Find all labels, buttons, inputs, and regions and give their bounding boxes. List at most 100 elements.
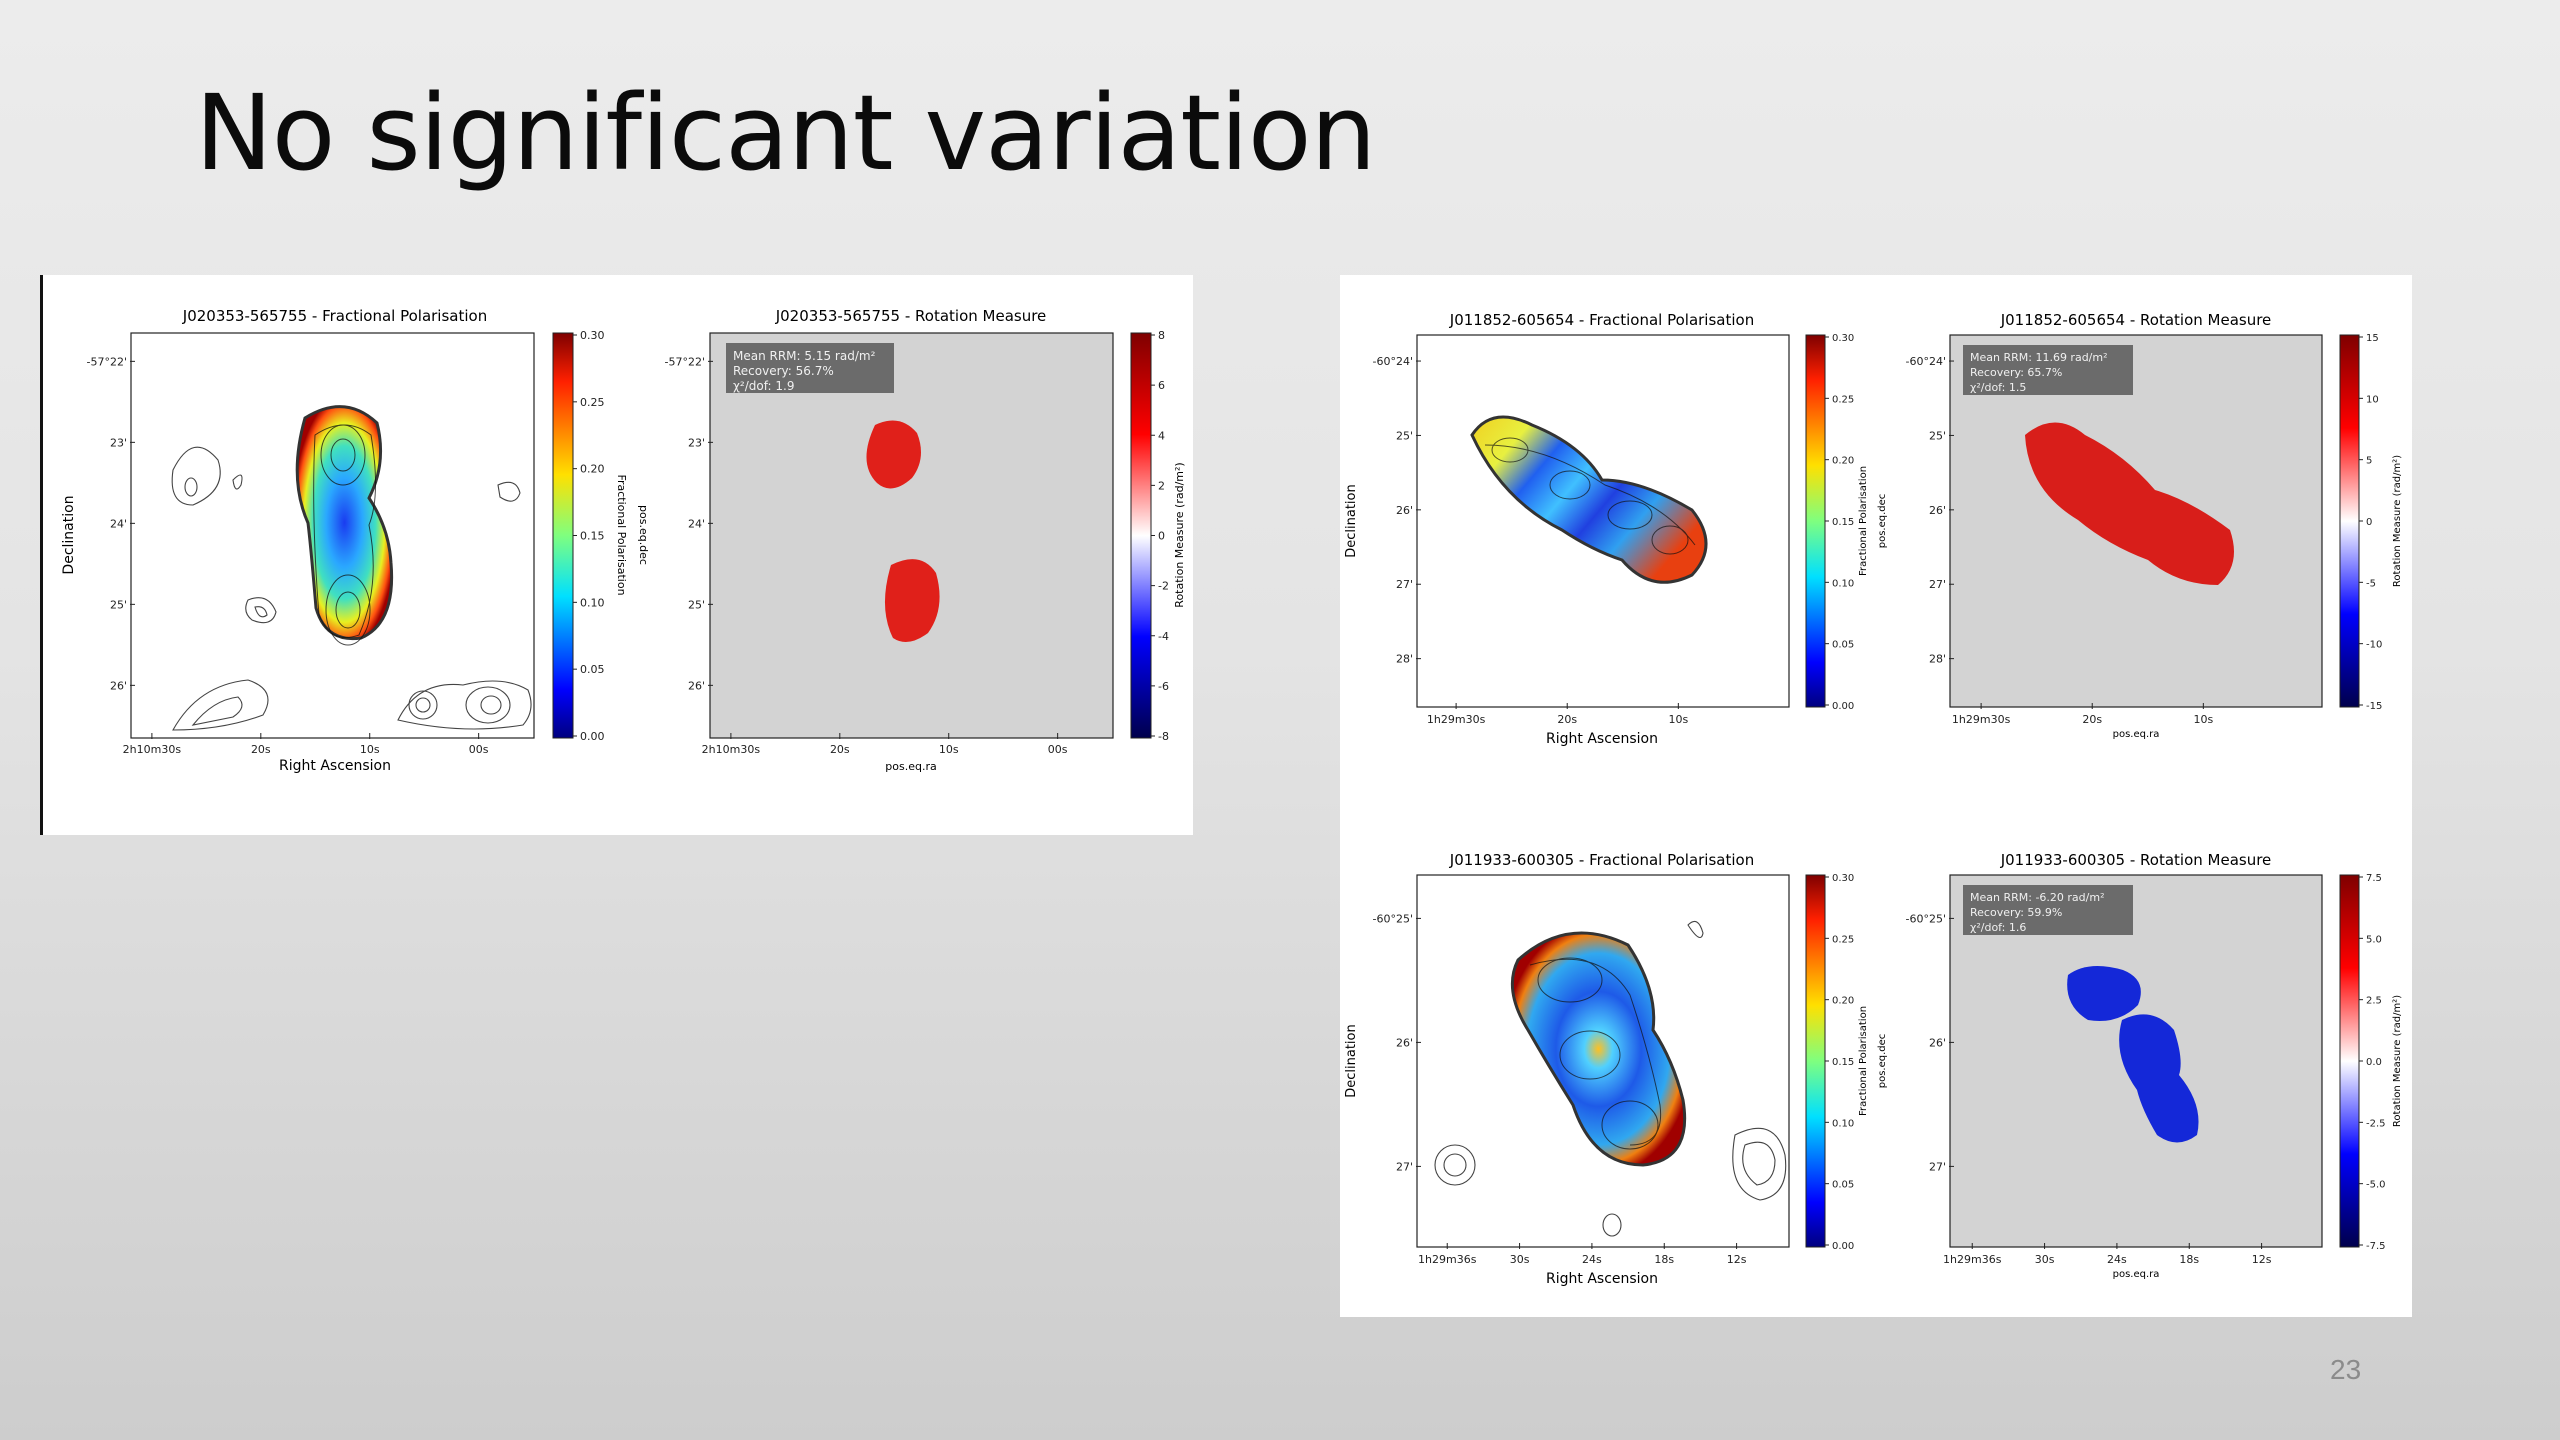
- left-rm-cbar-label: Rotation Measure (rad/m²): [1173, 462, 1186, 607]
- left-fp-ytick: 26': [110, 679, 127, 692]
- bottom-rm-cbar-label: Rotation Measure (rad/m²): [2392, 995, 2403, 1127]
- left-fp-cbar-tick: 0.25: [580, 396, 605, 409]
- bottom-fp-xtick: 24s: [1582, 1253, 1602, 1266]
- top-rm-ytick: 28': [1929, 653, 1946, 666]
- left-rm-info-1: Mean RRM: 5.15 rad/m²: [733, 349, 876, 363]
- bottom-rm-blob-south: [2119, 1014, 2199, 1143]
- bottom-rm-title: J011933-600305 - Rotation Measure: [2000, 851, 2272, 869]
- left-fp-title: J020353-565755 - Fractional Polarisation: [182, 307, 487, 325]
- left-fp-cbar-tick: 0.30: [580, 329, 605, 342]
- top-rm-cbar-tick: 15: [2366, 333, 2379, 344]
- bottom-fp-cbar-tick: 0.25: [1832, 934, 1854, 945]
- left-rm-cbar-tick: -4: [1158, 630, 1169, 643]
- left-rm-blob-south: [884, 559, 940, 642]
- left-fp-contours: [171, 446, 532, 731]
- bottom-fp-cbar-tick: 0.20: [1832, 996, 1854, 1007]
- bottom-fp-ylabel: Declination: [1344, 1024, 1359, 1098]
- left-rm-info-box: [726, 343, 894, 393]
- bottom-rm-info-box: [1963, 885, 2133, 935]
- bottom-rm-xtick: 1h29m36s: [1943, 1253, 2002, 1266]
- left-fp-xtick: 00s: [469, 743, 489, 756]
- top-rm-colorbar: [2339, 334, 2360, 708]
- bottom-rm-info-1: Mean RRM: -6.20 rad/m²: [1970, 891, 2104, 904]
- left-fp-xtick: 20s: [251, 743, 271, 756]
- bottom-rm-cbar-tick: 5.0: [2366, 934, 2382, 945]
- top-fp-cbar-label: Fractional Polarisation: [1858, 466, 1869, 576]
- bottom-rm-ytick: 27': [1929, 1160, 1946, 1173]
- top-fp-cbar-tick: 0.15: [1832, 517, 1854, 528]
- bottom-rm-cbar-tick: -5.0: [2366, 1180, 2386, 1191]
- top-rm-cbar-tick: -15: [2366, 701, 2382, 712]
- left-fp-cbar-tick: 0.20: [580, 463, 605, 476]
- bottom-rm-info-2: Recovery: 59.9%: [1970, 906, 2062, 919]
- left-fp-xtick: 2h10m30s: [123, 743, 182, 756]
- top-rm-cbar-tick: 10: [2366, 394, 2379, 405]
- bottom-fp-title: J011933-600305 - Fractional Polarisation: [1449, 851, 1754, 869]
- top-rm-cbar-tick: 0: [2366, 517, 2372, 528]
- left-rm-ytick: -57°22': [665, 355, 706, 368]
- bottom-rm-ytick: 26': [1929, 1036, 1946, 1049]
- left-fp-cbar-tick: 0.05: [580, 663, 605, 676]
- bottom-rm-xtick: 12s: [2252, 1253, 2272, 1266]
- top-fp-cbar-tick: 0.20: [1832, 456, 1854, 467]
- left-rm-ytick: 24': [688, 517, 705, 530]
- top-fp-xlabel: Right Ascension: [1546, 731, 1658, 747]
- top-fp-ytick: 26': [1396, 504, 1413, 517]
- left-fp-ytick: 23': [110, 436, 127, 449]
- top-rm-cbar-label: Rotation Measure (rad/m²): [2392, 455, 2403, 587]
- left-fp-source: [295, 405, 394, 641]
- left-fp-plot: J020353-565755 - Fractional Polarisation…: [61, 307, 650, 774]
- top-fp-cbar-tick: 0.25: [1832, 394, 1854, 405]
- top-rm-xtick: 1h29m30s: [1952, 713, 2011, 726]
- top-rm-title: J011852-605654 - Rotation Measure: [2000, 311, 2272, 329]
- left-rm-cbar-tick: -8: [1158, 730, 1169, 743]
- bottom-fp-xtick: 30s: [1510, 1253, 1530, 1266]
- bottom-fp-xlabel: Right Ascension: [1546, 1271, 1658, 1287]
- bottom-rm-ytick: -60°25': [1906, 912, 1947, 925]
- top-fp-ytick: 27': [1396, 578, 1413, 591]
- top-rm-plot: J011852-605654 - Rotation Measure Mean R…: [1906, 311, 2404, 740]
- bottom-rm-cbar-tick: 0.0: [2366, 1057, 2382, 1068]
- bottom-rm-xtick: 24s: [2107, 1253, 2127, 1266]
- top-fp-xtick: 10s: [1668, 713, 1688, 726]
- top-fp-ytick: 28': [1396, 653, 1413, 666]
- bottom-fp-colorbar: [1805, 874, 1826, 1248]
- left-fp-cbar-tick: 0.10: [580, 596, 605, 609]
- bottom-fp-cbar-tick: 0.30: [1832, 873, 1854, 884]
- left-rm-cbar-tick: 0: [1158, 530, 1165, 543]
- top-rm-xtick: 20s: [2082, 713, 2102, 726]
- left-figure-panel: J020353-565755 - Fractional Polarisation…: [40, 275, 1193, 835]
- top-rm-cbar-tick: -10: [2366, 640, 2382, 651]
- bottom-fp-xtick: 1h29m36s: [1418, 1253, 1477, 1266]
- left-rm-xtick: 20s: [830, 743, 850, 756]
- bottom-fp-ytick: 26': [1396, 1036, 1413, 1049]
- top-rm-ytick: -60°24': [1906, 355, 1947, 368]
- page-number: 23: [2330, 1354, 2362, 1385]
- left-rm-blob-north: [866, 420, 921, 489]
- left-rm-cbar-tick: 6: [1158, 379, 1165, 392]
- top-fp-title: J011852-605654 - Fractional Polarisation: [1449, 311, 1754, 329]
- top-rm-info-box: [1963, 345, 2133, 395]
- top-rm-info-1: Mean RRM: 11.69 rad/m²: [1970, 351, 2108, 364]
- top-rm-cbar-tick: 5: [2366, 456, 2372, 467]
- bottom-rm-blob-north: [2067, 966, 2141, 1021]
- bottom-fp-xtick: 12s: [1727, 1253, 1747, 1266]
- bottom-rm-colorbar: [2339, 874, 2360, 1248]
- left-rm-colorbar: [1130, 332, 1152, 739]
- top-rm-ytick: 27': [1929, 578, 1946, 591]
- bottom-rm-cbar-tick: 7.5: [2366, 873, 2382, 884]
- left-fp-cbar-tick: 0.00: [580, 730, 605, 743]
- bottom-rm-xlabel: pos.eq.ra: [2113, 1269, 2160, 1280]
- left-fp-colorbar: [552, 332, 574, 739]
- bottom-rm-cbar-tick: -2.5: [2366, 1118, 2386, 1129]
- left-rm-plot: J020353-565755 - Rotation Measure Mean R…: [665, 307, 1187, 773]
- bottom-rm-cbar-tick: 2.5: [2366, 996, 2382, 1007]
- top-fp-ylabel: Declination: [1344, 484, 1359, 558]
- left-rm-cbar-tick: 8: [1158, 329, 1165, 342]
- top-rm-xlabel: pos.eq.ra: [2113, 729, 2160, 740]
- bottom-fp-ytick: 27': [1396, 1160, 1413, 1173]
- top-fp-ytick: -60°24': [1373, 355, 1414, 368]
- top-fp-cbar-tick: 0.00: [1832, 701, 1854, 712]
- bottom-fp-cbar-label: Fractional Polarisation: [1858, 1006, 1869, 1116]
- top-rm-ytick: 26': [1929, 504, 1946, 517]
